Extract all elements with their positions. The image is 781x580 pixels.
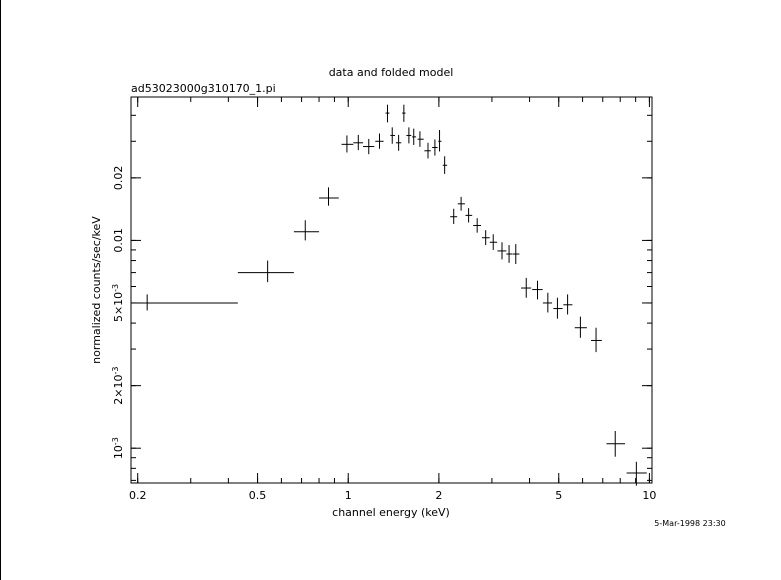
x-tick-label: 10: [642, 489, 656, 502]
data-point: [574, 316, 587, 338]
data-point: [293, 220, 320, 241]
y-tick-label-base: 2×10: [112, 375, 125, 405]
y-tick-label-base: 10: [112, 445, 125, 459]
data-point: [512, 244, 520, 264]
plot-frame: [130, 96, 653, 484]
data-point: [497, 242, 507, 260]
x-tick-label: 1: [345, 489, 352, 502]
data-point: [591, 327, 602, 353]
data-point: [438, 129, 442, 152]
y-tick-label-base: 0.02: [112, 166, 125, 191]
data-point: [363, 138, 375, 155]
chart-subtitle: ad53023000g310170_1.pi: [131, 82, 276, 95]
data-point: [424, 142, 431, 159]
data-point: [521, 277, 532, 298]
x-tick-label: 0.5: [249, 489, 267, 502]
y-axis-ticks: 10-32×10-35×10-30.010.02: [111, 166, 652, 459]
y-axis-label: normalized counts/sec/keV: [90, 216, 103, 364]
data-point: [319, 187, 339, 206]
y-tick-label: 2×10-3: [111, 367, 125, 405]
data-point: [465, 208, 473, 223]
x-tick-label: 0.2: [129, 489, 147, 502]
minor-ticks: [131, 97, 652, 483]
data-point: [406, 127, 412, 144]
data-point: [442, 156, 448, 174]
data-point: [532, 280, 543, 300]
data-points: [131, 104, 647, 486]
data-point: [450, 208, 458, 224]
data-point: [375, 133, 384, 149]
y-tick-label-exponent: -3: [111, 284, 120, 292]
data-point: [353, 134, 364, 151]
data-point: [402, 104, 406, 122]
y-tick-label: 5×10-3: [111, 284, 125, 322]
data-point: [417, 131, 424, 147]
data-point: [432, 139, 438, 156]
y-tick-label-base: 0.01: [112, 228, 125, 253]
x-axis-ticks: 0.2 0.5 1 2 5 10: [129, 97, 656, 502]
timestamp: 5-Mar-1998 23:30: [654, 519, 725, 528]
data-point: [489, 234, 498, 250]
data-point: [606, 430, 626, 457]
data-point: [412, 128, 417, 145]
x-tick-label: 2: [435, 489, 442, 502]
data-point: [385, 104, 390, 123]
x-axis-label: channel energy (keV): [332, 506, 450, 519]
data-point: [390, 127, 396, 144]
data-point: [626, 461, 647, 486]
data-point: [563, 294, 573, 315]
data-point: [473, 218, 482, 233]
data-point: [131, 294, 238, 311]
data-point: [506, 245, 513, 263]
data-point: [457, 196, 465, 211]
y-tick-label: 10-3: [111, 437, 125, 459]
y-tick-label: 0.02: [112, 166, 125, 191]
data-point: [237, 260, 294, 283]
data-point: [395, 134, 402, 151]
data-point: [542, 292, 553, 313]
y-tick-label: 0.01: [112, 228, 125, 253]
window-edge-line: [0, 0, 1, 580]
data-point: [341, 135, 354, 153]
y-tick-label-exponent: -3: [111, 437, 120, 445]
y-tick-label-base: 5×10: [112, 292, 125, 322]
y-tick-label-exponent: -3: [111, 367, 120, 375]
x-tick-label: 5: [555, 489, 562, 502]
chart-title: data and folded model: [329, 66, 454, 79]
data-point: [553, 297, 563, 319]
data-point: [481, 230, 490, 246]
